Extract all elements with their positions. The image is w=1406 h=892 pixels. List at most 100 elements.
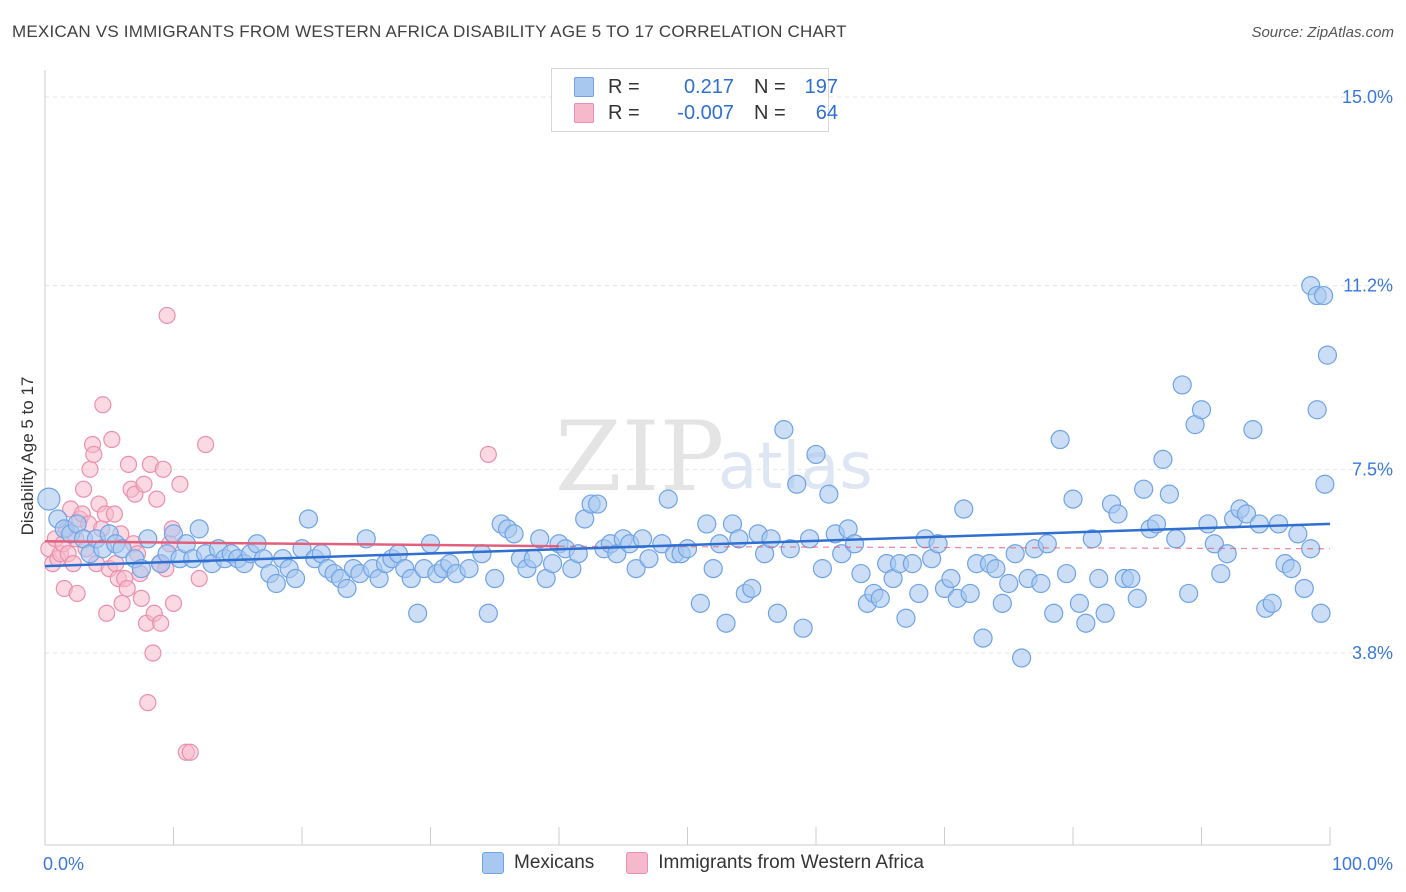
mexicans-point <box>285 568 306 589</box>
mexicans-point <box>1134 479 1154 499</box>
mexicans-point <box>1315 474 1335 494</box>
mexicans-point <box>298 509 319 529</box>
mexicans-point <box>832 544 852 564</box>
mexicans-point <box>1095 603 1115 623</box>
mexicans-point <box>587 494 608 514</box>
mexicans-point <box>626 559 646 579</box>
mexicans-point <box>992 593 1012 613</box>
legend-r-value: 0.217 <box>683 75 734 98</box>
trend-lines <box>44 522 1331 568</box>
mexicans-point <box>1011 648 1032 668</box>
mexicans-point <box>1037 534 1057 554</box>
legend-swatch-pink <box>574 103 594 123</box>
western-africa-point <box>119 455 138 473</box>
western-africa-point <box>171 475 189 493</box>
legend-r-value: -0.007 <box>677 101 734 124</box>
mexicans-point <box>1179 583 1199 604</box>
mexicans-point <box>973 628 993 648</box>
mexicans-point <box>902 554 922 574</box>
mexicans-point <box>1089 568 1109 589</box>
legend-n-label: N = <box>754 101 786 124</box>
mexicans-point <box>941 568 961 589</box>
mexicans-point <box>1121 568 1141 589</box>
y-axis-label: Disability Age 5 to 17 <box>18 377 37 536</box>
mexicans-point <box>1153 449 1173 469</box>
mexicans-point <box>658 489 678 509</box>
mexicans-point <box>742 578 762 599</box>
western-africa-point <box>94 396 112 414</box>
mexicans-point <box>729 529 749 549</box>
mexicans-point <box>1317 345 1338 365</box>
series-legend-item-mexicans[interactable]: Mexicans <box>482 852 594 874</box>
mexicans-point <box>793 618 813 638</box>
western-africa-point <box>479 445 497 464</box>
mexicans-point <box>485 568 505 589</box>
series-legend-item-western-africa[interactable]: Immigrants from Western Africa <box>626 852 924 874</box>
western-africa-trend-extension <box>558 545 1331 550</box>
mexicans-point <box>1044 603 1064 623</box>
mexicans-point <box>1198 514 1218 534</box>
legend-r-label: R = <box>608 75 640 98</box>
mexicans-point <box>799 529 820 549</box>
mexicans-point <box>767 603 788 623</box>
mexicans-point <box>787 474 807 494</box>
mexicans-point <box>812 559 833 579</box>
western-africa-point <box>64 555 82 573</box>
western-africa-point <box>98 604 116 622</box>
series-swatch-blue <box>482 852 505 874</box>
mexicans-point <box>1159 484 1179 504</box>
mexicans-point <box>632 529 653 549</box>
mexicans-point <box>138 529 158 549</box>
mexicans-point <box>37 487 61 511</box>
western-africa-point <box>190 569 208 588</box>
mexicans-point <box>542 554 563 574</box>
western-africa-point <box>103 430 121 449</box>
tick-labels: 3.8% 7.5% 11.2% 15.0% 0.0% 100.0% Disability A… <box>18 87 1393 874</box>
mexicans-point <box>703 559 723 579</box>
mexicans-point <box>1294 578 1314 599</box>
mexicans-point <box>1217 544 1237 564</box>
mexicans-point <box>408 603 428 623</box>
mexicans-point <box>1313 285 1334 306</box>
mexicans-point <box>1050 429 1070 450</box>
mexicans-point <box>1311 603 1331 623</box>
mexicans-point <box>780 539 800 559</box>
mexicans-point <box>1069 593 1090 613</box>
watermark-zip: ZIP <box>555 401 724 513</box>
mexicans-point <box>986 559 1006 579</box>
western-africa-trend-line <box>44 540 560 548</box>
mexicans-point <box>851 563 871 584</box>
mexicans-point <box>1281 559 1302 579</box>
mexicans-point <box>1005 544 1025 564</box>
mexicans-point <box>761 529 781 549</box>
legend-n-value: 197 <box>804 75 838 98</box>
chart-title: MEXICAN VS IMMIGRANTS FROM WESTERN AFRIC… <box>12 22 847 41</box>
mexicans-point <box>774 420 794 440</box>
y-tick-label: 3.8% <box>1352 643 1393 663</box>
mexicans-point <box>928 534 948 554</box>
legend-swatch-blue <box>574 77 594 97</box>
grid-lines <box>45 96 1390 654</box>
source-label: Source: ZipAtlas.com <box>1251 24 1394 41</box>
mexicans-point <box>1243 420 1263 440</box>
series-legend: Mexicans Immigrants from Western Africa <box>0 852 1406 874</box>
mexicans-point <box>960 583 980 604</box>
mexicans-point <box>1108 504 1128 524</box>
legend-row-mexicans: R = 0.217 N = 197 <box>574 74 838 100</box>
mexicans-point <box>677 539 698 559</box>
mexicans-point <box>909 583 929 604</box>
mexicans-point <box>1127 588 1147 608</box>
mexicans-point <box>1166 529 1186 549</box>
western-africa-point <box>144 644 162 662</box>
mexicans-point <box>472 544 492 564</box>
legend-row-western-africa: R = -0.007 N = 64 <box>574 100 838 126</box>
x-tick-label: 0.0% <box>43 854 84 874</box>
zipatlas-watermark: ZIP atlas <box>555 401 873 513</box>
western-africa-point <box>81 460 99 478</box>
mexicans-point <box>1076 613 1096 633</box>
mexicans-point <box>806 444 826 465</box>
mexicans-point <box>504 524 524 544</box>
mexicans-point <box>954 499 974 519</box>
mexicans-point <box>112 539 132 559</box>
legend-r-label: R = <box>608 101 640 124</box>
